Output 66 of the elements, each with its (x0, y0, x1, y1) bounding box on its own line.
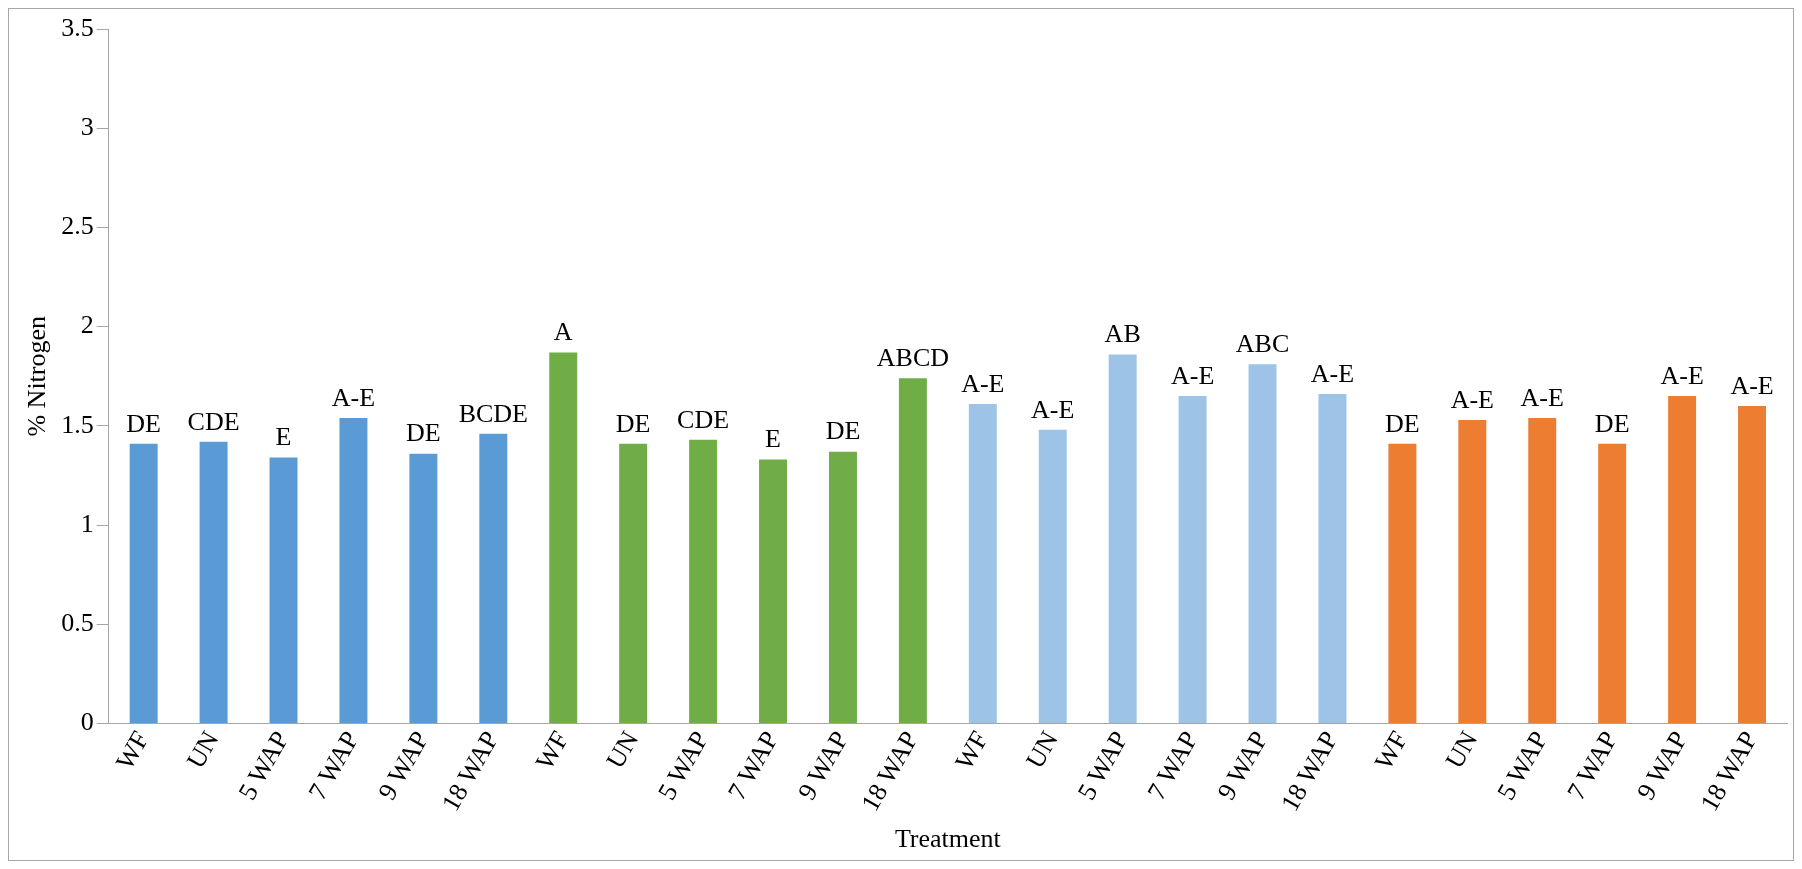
x-tick-label: UN (180, 726, 225, 774)
data-label: A-E (1520, 382, 1564, 412)
data-label: DE (615, 408, 651, 438)
data-label: E (765, 424, 781, 454)
bar (1598, 443, 1627, 724)
bar (1738, 406, 1767, 724)
bar (1668, 396, 1697, 724)
x-tick-label: WF (949, 726, 994, 775)
x-axis-title: Treatment (894, 824, 1002, 854)
bar (549, 352, 578, 724)
y-tick-label: 3.5 (61, 12, 94, 42)
data-label: AB (1104, 319, 1141, 349)
data-label: A-E (1730, 370, 1774, 400)
y-axis-title: % Nitrogen (22, 315, 52, 437)
data-label: A-E (1660, 360, 1704, 390)
data-label: BCDE (458, 398, 528, 428)
bar (129, 443, 158, 724)
bar (1038, 429, 1067, 724)
data-label: ABCD (876, 343, 950, 373)
data-label: DE (825, 416, 861, 446)
x-tick-label: UN (600, 726, 645, 774)
data-label: E (275, 422, 292, 452)
y-tick-label: 1.5 (61, 409, 94, 439)
data-label: CDE (677, 404, 730, 434)
bar (1458, 419, 1487, 724)
bar (199, 441, 228, 724)
data-label: A-E (1310, 358, 1355, 388)
y-tick-label: 2.5 (61, 211, 94, 241)
x-tick-label: WF (529, 726, 575, 775)
data-label: A-E (1170, 360, 1215, 390)
bar (968, 404, 997, 724)
data-label: A-E (961, 368, 1005, 398)
data-label: CDE (187, 406, 240, 436)
bar (269, 457, 298, 724)
data-label: DE (1385, 408, 1420, 438)
data-label: DE (126, 408, 161, 438)
bar (689, 439, 718, 724)
x-tick-label: WF (1368, 726, 1414, 775)
data-label: DE (1594, 408, 1630, 438)
x-tick-label: UN (1019, 726, 1064, 774)
bar (619, 443, 648, 724)
bar (828, 451, 857, 724)
data-label: A (553, 317, 573, 347)
bar (1388, 443, 1417, 724)
data-label: DE (406, 418, 441, 448)
data-label: A-E (1031, 394, 1075, 424)
data-label: A-E (1450, 384, 1494, 414)
y-tick-label: 2 (80, 310, 94, 340)
bar (339, 417, 368, 724)
x-tick-label: WF (110, 726, 155, 775)
bar (409, 453, 438, 724)
bar (1248, 364, 1277, 724)
y-tick-label: 0 (80, 707, 94, 737)
bar (898, 378, 927, 724)
bar (1178, 396, 1207, 724)
y-tick-label: 0.5 (61, 608, 94, 638)
bar (1108, 354, 1137, 724)
bar (479, 433, 508, 724)
bar (1318, 394, 1347, 724)
y-tick-label: 1 (80, 508, 94, 538)
y-tick-label: 3 (80, 112, 94, 142)
data-label: A-E (331, 382, 376, 412)
bar (759, 459, 788, 724)
bar (1528, 417, 1557, 724)
x-tick-label: UN (1439, 726, 1484, 774)
data-label: ABC (1235, 329, 1290, 359)
